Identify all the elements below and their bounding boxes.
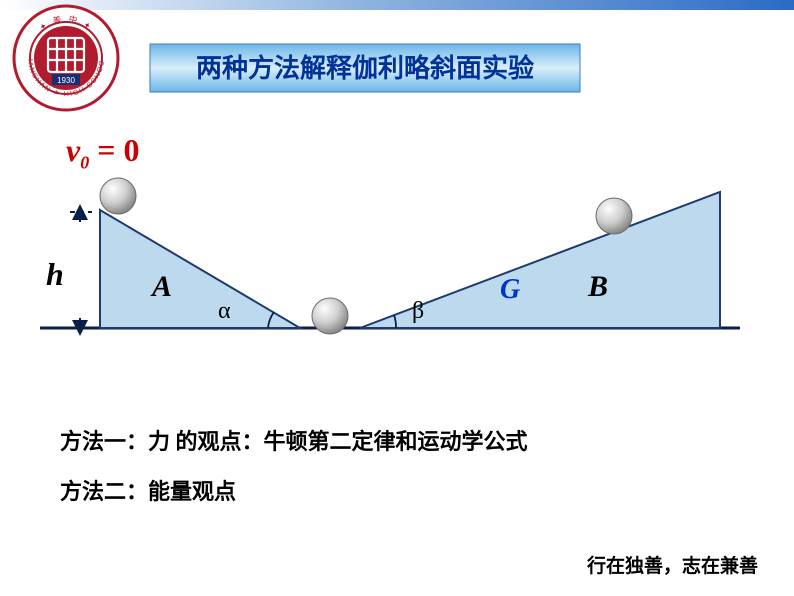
- slide-title: 两种方法解释伽利略斜面实验: [196, 53, 534, 83]
- incline-a: [100, 210, 300, 328]
- method-line-2: 方法二：能量观点: [60, 474, 236, 506]
- label-a: A: [152, 270, 172, 304]
- ball-bottom: [312, 298, 348, 334]
- title-bar: 两种方法解释伽利略斜面实验: [150, 44, 580, 92]
- v0-label: v0 = 0: [66, 132, 139, 173]
- ball-top-left: [100, 178, 136, 214]
- inclined-plane-diagram: v0 = 0 h A B G α β: [60, 160, 720, 360]
- logo-year: 1930: [57, 76, 75, 85]
- label-b: B: [588, 270, 608, 304]
- ball-right: [596, 198, 632, 234]
- footer-motto: 行在独善，志在兼善: [587, 551, 758, 578]
- method-line-1: 方法一：力 的观点：牛顿第二定律和运动学公式: [60, 424, 528, 456]
- h-label: h: [46, 256, 64, 293]
- label-g: G: [500, 274, 520, 306]
- height-bracket: [70, 212, 92, 328]
- school-logo: 1930 ✦ 善 中 ✦ JIANSHAN ★ HIGH SCHOOL: [12, 4, 120, 112]
- angle-beta: β: [412, 298, 424, 325]
- angle-alpha: α: [218, 298, 231, 325]
